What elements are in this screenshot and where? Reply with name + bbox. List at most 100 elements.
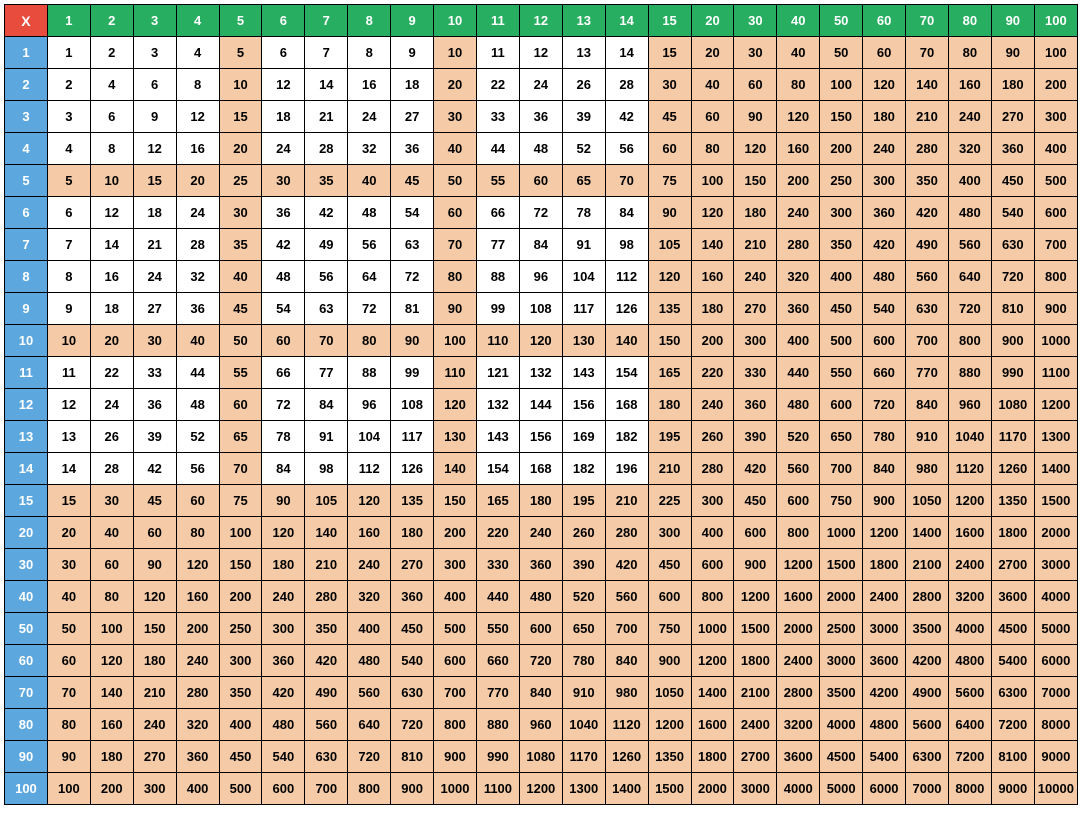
cell: 400 xyxy=(348,613,391,645)
cell: 112 xyxy=(348,453,391,485)
col-header: 4 xyxy=(176,5,219,37)
cell: 450 xyxy=(734,485,777,517)
cell: 48 xyxy=(262,261,305,293)
cell: 650 xyxy=(820,421,863,453)
cell: 2 xyxy=(90,37,133,69)
cell: 168 xyxy=(605,389,648,421)
cell: 20 xyxy=(691,37,734,69)
cell: 56 xyxy=(176,453,219,485)
cell: 560 xyxy=(948,229,991,261)
table-row: 4481216202428323640444852566080120160200… xyxy=(5,133,1078,165)
cell: 120 xyxy=(863,69,906,101)
cell: 2400 xyxy=(863,581,906,613)
cell: 280 xyxy=(176,677,219,709)
cell: 98 xyxy=(305,453,348,485)
cell: 11 xyxy=(47,357,90,389)
cell: 1500 xyxy=(734,613,777,645)
cell: 196 xyxy=(605,453,648,485)
cell: 104 xyxy=(348,421,391,453)
cell: 250 xyxy=(219,613,262,645)
cell: 420 xyxy=(906,197,949,229)
cell: 120 xyxy=(777,101,820,133)
cell: 2100 xyxy=(734,677,777,709)
cell: 540 xyxy=(863,293,906,325)
cell: 300 xyxy=(820,197,863,229)
cell: 480 xyxy=(863,261,906,293)
cell: 1120 xyxy=(605,709,648,741)
cell: 240 xyxy=(133,709,176,741)
row-header: 9 xyxy=(5,293,48,325)
cell: 300 xyxy=(734,325,777,357)
cell: 1050 xyxy=(906,485,949,517)
cell: 96 xyxy=(348,389,391,421)
cell: 960 xyxy=(948,389,991,421)
cell: 660 xyxy=(476,645,519,677)
cell: 420 xyxy=(605,549,648,581)
cell: 90 xyxy=(262,485,305,517)
cell: 5600 xyxy=(948,677,991,709)
cell: 72 xyxy=(519,197,562,229)
cell: 90 xyxy=(47,741,90,773)
cell: 3000 xyxy=(820,645,863,677)
cell: 81 xyxy=(391,293,434,325)
cell: 13 xyxy=(562,37,605,69)
cell: 105 xyxy=(648,229,691,261)
cell: 5 xyxy=(47,165,90,197)
cell: 350 xyxy=(305,613,348,645)
cell: 42 xyxy=(133,453,176,485)
cell: 4900 xyxy=(906,677,949,709)
cell: 2700 xyxy=(734,741,777,773)
row-header: 4 xyxy=(5,133,48,165)
cell: 220 xyxy=(691,357,734,389)
cell: 70 xyxy=(906,37,949,69)
cell: 4200 xyxy=(906,645,949,677)
table-row: 1313263952657891104117130143156169182195… xyxy=(5,421,1078,453)
cell: 1170 xyxy=(991,421,1034,453)
cell: 840 xyxy=(906,389,949,421)
cell: 91 xyxy=(305,421,348,453)
col-header: 10 xyxy=(434,5,477,37)
cell: 45 xyxy=(391,165,434,197)
row-header: 100 xyxy=(5,773,48,805)
cell: 300 xyxy=(1034,101,1077,133)
cell: 24 xyxy=(176,197,219,229)
table-row: 8816243240485664728088961041121201602403… xyxy=(5,261,1078,293)
cell: 72 xyxy=(391,261,434,293)
cell: 60 xyxy=(47,645,90,677)
cell: 1000 xyxy=(434,773,477,805)
cell: 180 xyxy=(262,549,305,581)
cell: 1260 xyxy=(605,741,648,773)
cell: 600 xyxy=(262,773,305,805)
cell: 1200 xyxy=(948,485,991,517)
cell: 2500 xyxy=(820,613,863,645)
cell: 117 xyxy=(391,421,434,453)
cell: 168 xyxy=(519,453,562,485)
cell: 2000 xyxy=(1034,517,1077,549)
cell: 650 xyxy=(562,613,605,645)
cell: 10 xyxy=(90,165,133,197)
cell: 280 xyxy=(305,581,348,613)
cell: 6400 xyxy=(948,709,991,741)
row-header: 70 xyxy=(5,677,48,709)
cell: 65 xyxy=(219,421,262,453)
cell: 44 xyxy=(176,357,219,389)
cell: 3000 xyxy=(863,613,906,645)
cell: 560 xyxy=(605,581,648,613)
cell: 12 xyxy=(176,101,219,133)
cell: 36 xyxy=(391,133,434,165)
cell: 3 xyxy=(47,101,90,133)
cell: 140 xyxy=(305,517,348,549)
cell: 4200 xyxy=(863,677,906,709)
cell: 84 xyxy=(605,197,648,229)
cell: 3 xyxy=(133,37,176,69)
cell: 7000 xyxy=(1034,677,1077,709)
cell: 1800 xyxy=(691,741,734,773)
cell: 30 xyxy=(219,197,262,229)
cell: 169 xyxy=(562,421,605,453)
cell: 2 xyxy=(47,69,90,101)
cell: 14 xyxy=(305,69,348,101)
col-header: 80 xyxy=(948,5,991,37)
col-header: 13 xyxy=(562,5,605,37)
cell: 48 xyxy=(176,389,219,421)
cell: 154 xyxy=(476,453,519,485)
